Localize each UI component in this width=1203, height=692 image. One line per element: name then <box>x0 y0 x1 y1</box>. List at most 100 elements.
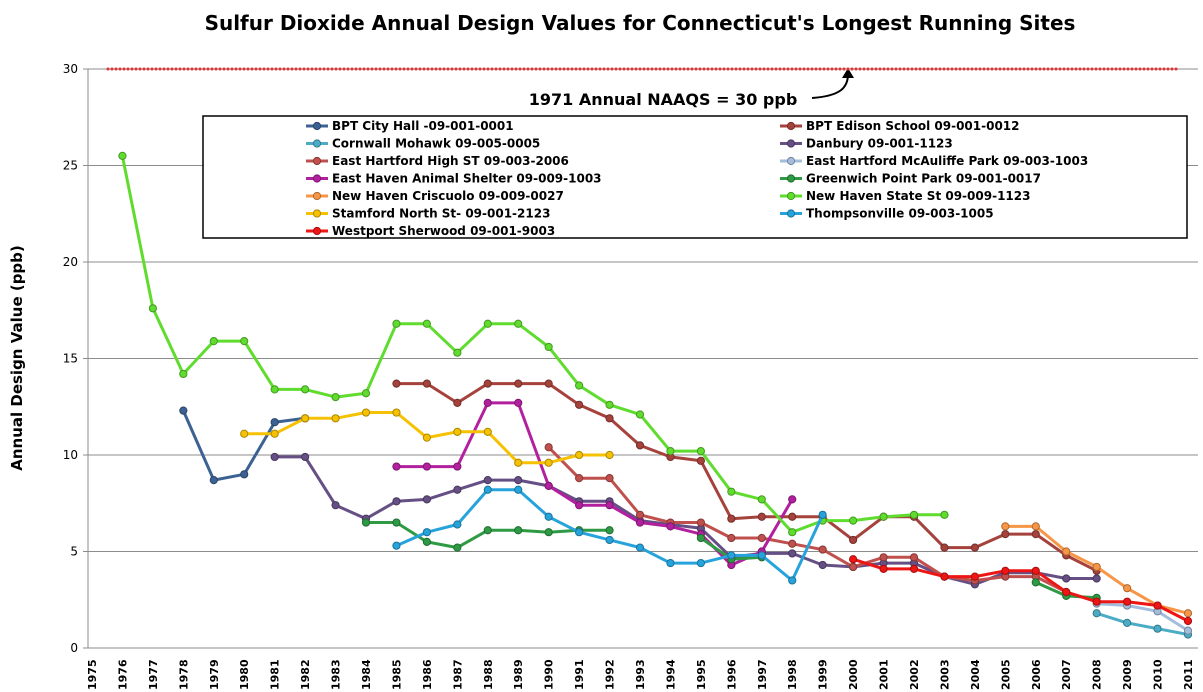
data-point <box>788 539 797 548</box>
x-tick-label: 2006 <box>1030 659 1043 690</box>
data-point <box>422 462 431 471</box>
x-tick-label: 2000 <box>847 659 860 690</box>
x-tick-label: 1975 <box>86 659 99 690</box>
data-point <box>514 319 523 328</box>
data-point <box>666 558 675 568</box>
data-point <box>422 495 431 504</box>
data-point <box>544 481 553 490</box>
x-tick-label: 2001 <box>878 659 891 690</box>
data-point <box>757 551 766 560</box>
x-tick-label: 2002 <box>908 659 921 690</box>
legend-marker <box>786 174 796 183</box>
data-point <box>483 427 492 436</box>
y-tick-label: 5 <box>70 545 78 559</box>
data-point <box>301 452 310 462</box>
x-tick-label: 1989 <box>512 659 525 690</box>
data-point <box>727 487 736 496</box>
x-tick-label: 1997 <box>756 659 769 690</box>
legend-marker <box>312 209 322 218</box>
data-point <box>392 408 401 417</box>
legend-label: Cornwall Mohawk 09-005-0005 <box>332 137 540 151</box>
data-point <box>331 501 340 510</box>
data-point <box>544 458 553 467</box>
annotation: 1971 Annual NAAQS = 30 ppb <box>529 90 798 109</box>
data-point <box>270 418 279 427</box>
data-point <box>544 512 553 521</box>
data-point <box>696 518 705 527</box>
data-point <box>514 458 523 467</box>
data-point <box>849 535 858 545</box>
data-point <box>909 553 919 562</box>
x-tick-label: 1981 <box>269 659 282 690</box>
y-tick-label: 0 <box>70 641 78 655</box>
data-point <box>1092 562 1101 572</box>
legend-label: BPT City Hall -09-001-0001 <box>332 119 514 133</box>
y-tick-label: 30 <box>63 62 78 76</box>
data-point <box>970 543 979 552</box>
legend-marker <box>786 209 796 218</box>
legend-marker <box>312 121 322 131</box>
data-point <box>1031 578 1040 587</box>
y-tick-label: 20 <box>63 255 78 269</box>
data-point <box>1153 624 1162 633</box>
data-point <box>422 379 431 388</box>
legend-label: Stamford North St- 09-001-2123 <box>332 207 550 221</box>
data-point <box>240 429 249 438</box>
data-point <box>1092 574 1101 583</box>
x-tick-label: 1980 <box>238 659 251 690</box>
data-point <box>361 408 371 417</box>
data-point <box>483 526 492 535</box>
data-point <box>544 379 553 388</box>
x-tick-label: 1977 <box>147 659 160 690</box>
data-point <box>696 447 705 456</box>
data-point <box>788 528 797 537</box>
data-point <box>453 427 462 436</box>
data-point <box>1062 574 1071 583</box>
data-point <box>179 369 188 379</box>
x-tick-label: 1976 <box>116 659 129 690</box>
data-point <box>392 497 401 506</box>
data-point <box>818 545 827 554</box>
data-point <box>1062 547 1071 556</box>
legend-marker <box>312 226 322 236</box>
series-line <box>1096 602 1189 632</box>
data-point <box>575 400 584 409</box>
legend-label: Greenwich Point Park 09-001-0017 <box>806 172 1041 186</box>
legend-label: East Hartford High ST 09-003-2006 <box>332 154 569 168</box>
legend-label: BPT Edison School 09-001-0012 <box>806 119 1020 133</box>
legend-label: East Haven Animal Shelter 09-009-1003 <box>332 172 602 186</box>
data-point <box>453 348 462 357</box>
data-point <box>879 564 888 573</box>
data-point <box>483 398 492 407</box>
data-point <box>635 510 645 519</box>
data-point <box>1031 530 1040 539</box>
data-point <box>696 456 705 465</box>
x-tick-label: 2010 <box>1152 659 1165 690</box>
data-point <box>575 501 584 510</box>
data-point <box>544 443 553 452</box>
data-point <box>422 319 431 328</box>
data-point <box>635 518 645 527</box>
data-point <box>240 470 249 479</box>
data-point <box>635 543 645 552</box>
data-point <box>514 485 523 494</box>
data-point <box>1001 566 1010 575</box>
x-tick-label: 1995 <box>695 659 708 690</box>
x-tick-label: 1987 <box>451 659 464 690</box>
data-point <box>605 400 614 409</box>
data-point <box>788 576 797 585</box>
y-axis-label: Annual Design Value (ppb) <box>8 245 26 471</box>
data-point <box>422 537 431 546</box>
data-point <box>514 475 523 485</box>
series-line <box>181 409 306 482</box>
data-point <box>1123 597 1132 606</box>
data-point <box>270 385 279 394</box>
x-tick-label: 1979 <box>208 659 221 690</box>
data-point <box>605 501 614 510</box>
legend-marker <box>312 156 322 166</box>
data-point <box>1092 597 1101 606</box>
legend-marker <box>786 191 796 201</box>
x-tick-label: 1982 <box>299 659 312 690</box>
x-tick-label: 2003 <box>938 659 951 690</box>
